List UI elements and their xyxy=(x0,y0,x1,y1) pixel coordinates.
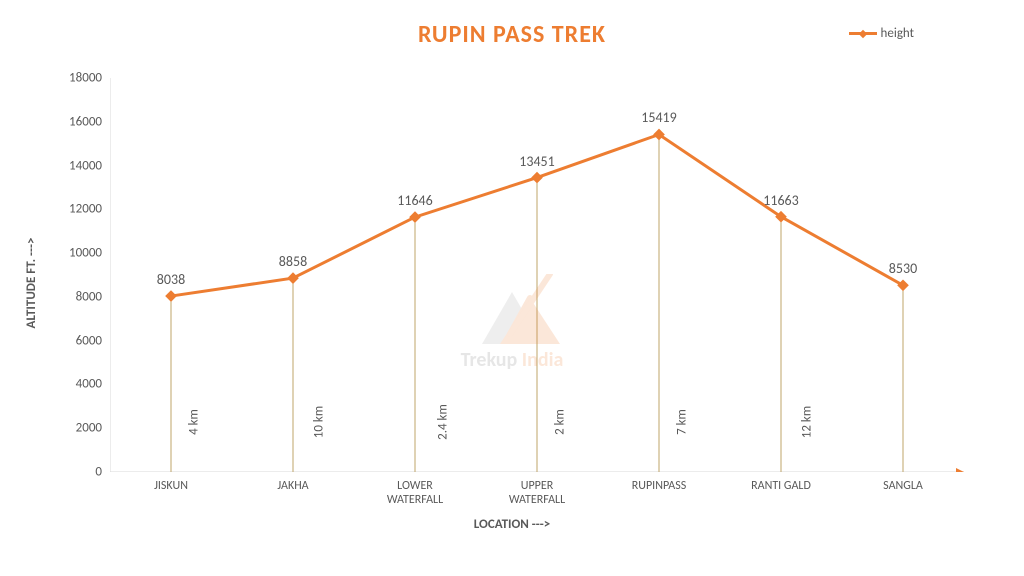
x-tick-label: LOWER WATERFALL xyxy=(387,480,443,508)
x-tick-label: JISKUN xyxy=(154,480,188,494)
distance-label: 4 km xyxy=(186,409,201,435)
y-tick-label: 16000 xyxy=(69,114,102,129)
x-tick-label: JAKHA xyxy=(277,480,308,494)
y-tick-label: 18000 xyxy=(69,71,102,86)
y-tick-label: 8000 xyxy=(76,289,102,304)
data-label: 13451 xyxy=(519,153,554,170)
chart-container: RUPIN PASS TREK height ALTITUDE FT. --->… xyxy=(40,20,984,546)
distance-label: 10 km xyxy=(312,406,327,438)
y-tick-label: 4000 xyxy=(76,377,102,392)
y-tick-label: 2000 xyxy=(76,421,102,436)
x-tick-label: RUPINPASS xyxy=(632,480,686,494)
legend-marker-icon xyxy=(849,32,877,35)
y-tick-label: 10000 xyxy=(69,246,102,261)
distance-label: 12 km xyxy=(800,406,815,438)
chart-svg xyxy=(110,78,964,472)
data-label: 15419 xyxy=(641,109,676,126)
y-tick-label: 6000 xyxy=(76,333,102,348)
x-axis-title: LOCATION ---> xyxy=(474,517,550,532)
chart-title: RUPIN PASS TREK xyxy=(418,20,606,49)
x-tick-label: RANTI GALD xyxy=(751,480,811,494)
chart-legend: height xyxy=(849,26,914,41)
distance-label: 2 km xyxy=(552,409,567,435)
y-tick-label: 12000 xyxy=(69,202,102,217)
data-label: 11663 xyxy=(763,192,798,209)
y-tick-label: 14000 xyxy=(69,158,102,173)
chart-header: RUPIN PASS TREK height xyxy=(40,20,984,64)
data-label: 8530 xyxy=(889,260,917,277)
data-label: 8858 xyxy=(279,253,307,270)
data-label: 8038 xyxy=(157,271,185,288)
y-axis-title: ALTITUDE FT. ---> xyxy=(24,238,39,329)
legend-label: height xyxy=(881,26,914,41)
x-tick-label: SANGLA xyxy=(883,480,923,494)
x-tick-label: UPPER WATERFALL xyxy=(509,480,565,508)
y-tick-label: 0 xyxy=(95,465,102,480)
data-label: 11646 xyxy=(397,192,432,209)
plot-area xyxy=(110,78,964,472)
distance-label: 2.4 km xyxy=(435,404,450,440)
distance-label: 7 km xyxy=(674,409,689,435)
